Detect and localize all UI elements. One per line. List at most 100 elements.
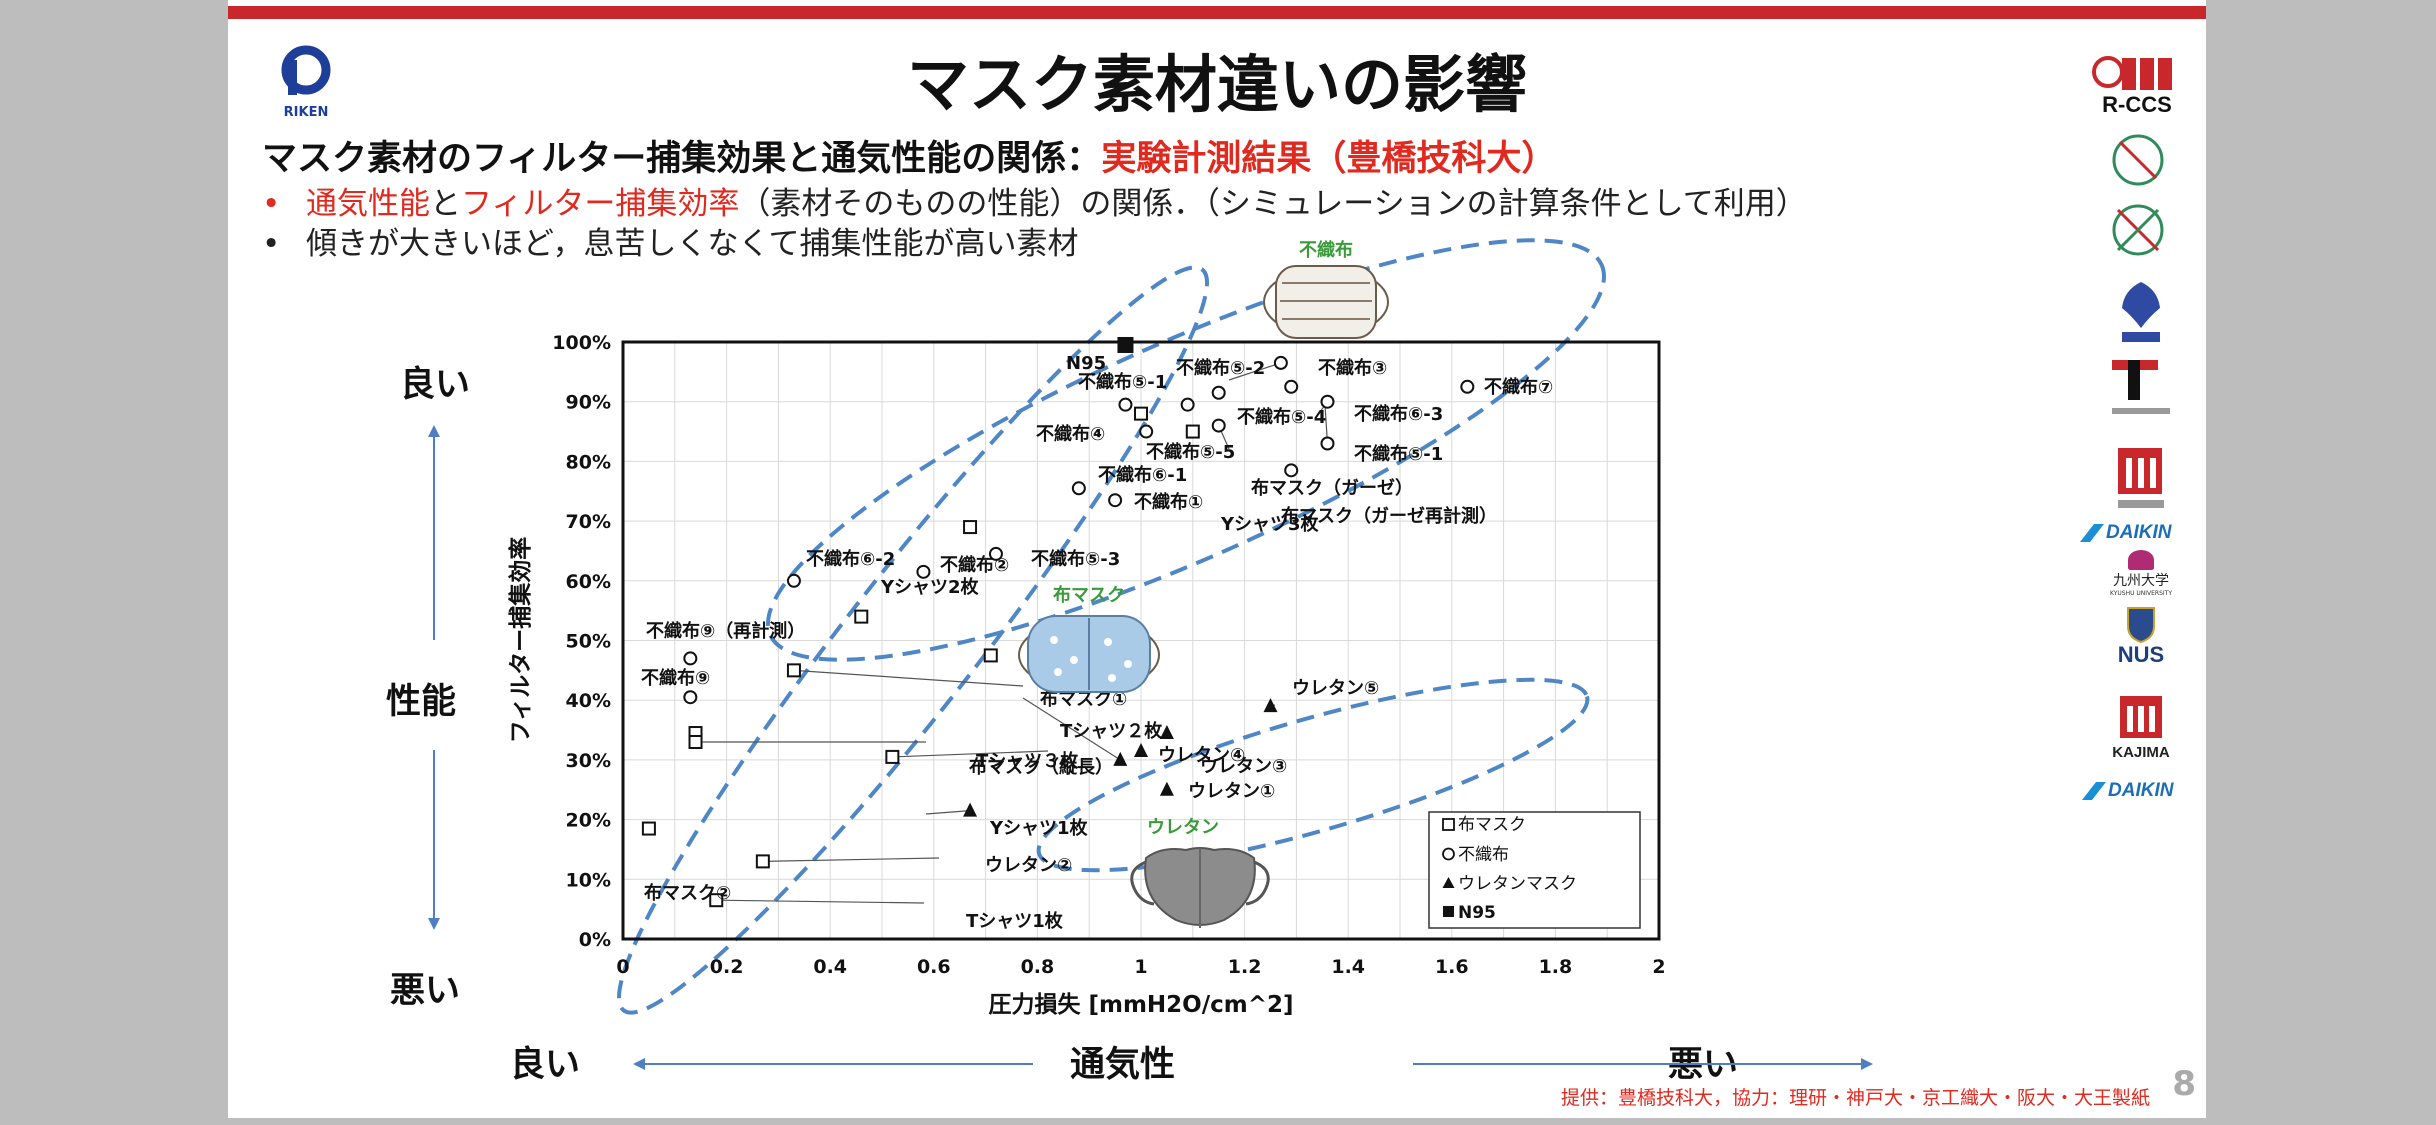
x-tick-label: 0	[616, 956, 629, 978]
subtitle-highlight: 実験計測結果（豊橋技科大）	[1101, 139, 1557, 179]
vent-axis-arrow	[633, 1058, 1873, 1070]
point-label: ウレタン⑤	[1292, 678, 1379, 699]
y-tick-label: 50%	[566, 631, 611, 653]
x-tick-label: 0.2	[710, 956, 744, 978]
point-label: 不織布⑤-2	[1176, 357, 1265, 379]
nonwoven-point	[683, 690, 698, 705]
cloth-mask-point	[786, 663, 801, 678]
bullet-dot-1: •	[262, 186, 281, 222]
bullet-2: • 傾きが大きいほど，息苦しくなくて捕集性能が高い素材	[262, 218, 1079, 263]
rccs-logo: R-CCS	[2090, 46, 2184, 117]
bullet-1: • 通気性能とフィルター捕集効率（素材そのものの性能）の関係．（シミュレーションの…	[262, 178, 1807, 223]
y-axis-title: フィルター捕集効率	[507, 537, 534, 744]
point-label: Yシャツ2枚	[880, 576, 980, 598]
riken-logo: RIKEN	[281, 45, 331, 120]
point-label: 不織布⑨	[641, 667, 710, 689]
nonwoven-point	[1460, 379, 1475, 394]
legend-label-cloth: 布マスク	[1458, 815, 1526, 835]
nonwoven-point	[1180, 397, 1195, 412]
legend-label-urethane: ウレタンマスク	[1458, 874, 1577, 894]
point-label: Tシャツ２枚	[1060, 720, 1163, 742]
subtitle: マスク素材のフィルター捕集効果と通気性能の関係：実験計測結果（豊橋技科大）	[262, 130, 1556, 181]
cloth-mask-point	[709, 893, 724, 908]
point-label: Tシャツ３枚	[976, 750, 1079, 772]
kobe-logo	[2112, 134, 2164, 186]
envelope-nonwoven	[766, 238, 1606, 662]
cloth-mask-point	[641, 821, 656, 836]
nonwoven-point	[1273, 355, 1288, 370]
point-label: 不織布⑤-5	[1146, 441, 1235, 463]
point-label: 不織布②	[940, 554, 1009, 576]
kyushu-logo-en: KYUSHU UNIVERSITY	[2109, 590, 2173, 597]
point-label: 不織布①	[1134, 491, 1203, 513]
chart-legend: 布マスク 不織布 ウレタンマスク N95	[1428, 811, 1641, 929]
nonwoven-point	[1320, 436, 1335, 451]
point-label: 不織布⑥-1	[1098, 464, 1187, 486]
kajima-logo: KAJIMA	[2100, 694, 2182, 761]
top-red-bar	[228, 6, 2206, 19]
y-tick-label: 0%	[579, 929, 611, 951]
point-label: ウレタン①	[1188, 781, 1275, 802]
urethane-point	[1159, 781, 1174, 796]
legend-marker-n95	[1443, 906, 1454, 917]
point-label: 不織布⑥-3	[1354, 403, 1443, 425]
kit-logo	[2112, 204, 2164, 256]
extra-point-label: ウレタン③	[1200, 756, 1287, 777]
urethane-point	[963, 802, 978, 817]
cloth-mask-point	[688, 734, 703, 749]
y-tick-label: 20%	[566, 810, 611, 832]
nonwoven-point	[988, 546, 1003, 561]
point-label: 不織布④	[1036, 423, 1105, 445]
extra-point-label: 布マスク（ガーゼ再計測）	[1281, 505, 1497, 527]
envelope-urethane	[1036, 677, 1590, 873]
toyohashi-tech-logo	[2112, 360, 2170, 414]
bullet-1-mid: と	[430, 186, 461, 222]
nonwoven-point	[1211, 418, 1226, 433]
x-tick-label: 1.4	[1331, 956, 1365, 978]
kyushu-logo-text: 九州大学	[2113, 573, 2169, 589]
label-leader	[1228, 362, 1282, 381]
nonwoven-point	[786, 573, 801, 588]
footer-credit: 提供：豊橋技科大，協力：理研・神戸大・京工織大・阪大・大王製紙	[1560, 1087, 2150, 1109]
cloth-mask-point	[854, 609, 869, 624]
group-label-cloth: 布マスク	[1053, 584, 1125, 606]
urethane-point	[1159, 725, 1174, 740]
riken-logo-text: RIKEN	[284, 105, 329, 120]
bullet-dot-2: •	[262, 226, 281, 262]
point-label: 布マスク（ガーゼ）	[1251, 477, 1413, 499]
urethane-point	[1134, 742, 1148, 757]
bullet-1-rest: （素材そのものの性能）の関係．（シミュレーションの計算条件として利用）	[739, 186, 1807, 222]
label-leaders	[695, 362, 1329, 904]
x-tick-label: 1.6	[1435, 956, 1469, 978]
cloth-mask-point	[963, 520, 978, 535]
point-label: 不織布③	[1318, 357, 1387, 379]
nonwoven-point	[1320, 394, 1335, 409]
daikin-logo-1-text: DAIKIN	[2106, 522, 2172, 543]
y-tick-label: 10%	[566, 869, 611, 891]
group-envelopes	[617, 238, 1606, 1015]
point-label: ウレタン②	[985, 855, 1072, 876]
y-tick-label: 100%	[552, 332, 611, 354]
cloth-mask-point	[885, 749, 900, 764]
x-tick-label: 2	[1652, 956, 1665, 978]
point-label: 不織布⑤-4	[1237, 406, 1326, 428]
point-label: Yシャツ3枚	[1220, 513, 1320, 535]
nonwoven-point	[1284, 379, 1299, 394]
nonwoven-point	[1108, 493, 1123, 508]
x-tick-label: 1	[1134, 956, 1147, 978]
daikin-mark-2	[2082, 782, 2106, 800]
point-label: Tシャツ1枚	[966, 910, 1064, 932]
label-leader	[892, 750, 1049, 758]
x-tick-label: 1.8	[1539, 956, 1573, 978]
y-tick-label: 40%	[566, 690, 611, 712]
axis-ticks: 0 0.2 0.4 0.6 0.8 1 1.2 1.4 1.6 1.8 20%10%20%30%40…	[552, 332, 1665, 978]
kajima-mark	[2120, 696, 2162, 738]
slide: RIKEN マスク素材違いの影響 マスク素材のフィルター捕集効果と通気性能の関係…	[228, 0, 2206, 1118]
extra-point-label: 布マスク②	[644, 882, 731, 904]
rccs-logo-text: R-CCS	[2102, 92, 2172, 117]
group-label-nonwoven: 不織布	[1299, 239, 1353, 261]
point-labels: Tシャツ1枚Yシャツ1枚布マスク（縦長）布マスク①Tシャツ２枚Yシャツ3枚不織布…	[641, 353, 1553, 932]
kyushu-mark	[2128, 550, 2154, 570]
page-number: 8	[2172, 1064, 2196, 1104]
plot-frame	[621, 340, 1661, 941]
